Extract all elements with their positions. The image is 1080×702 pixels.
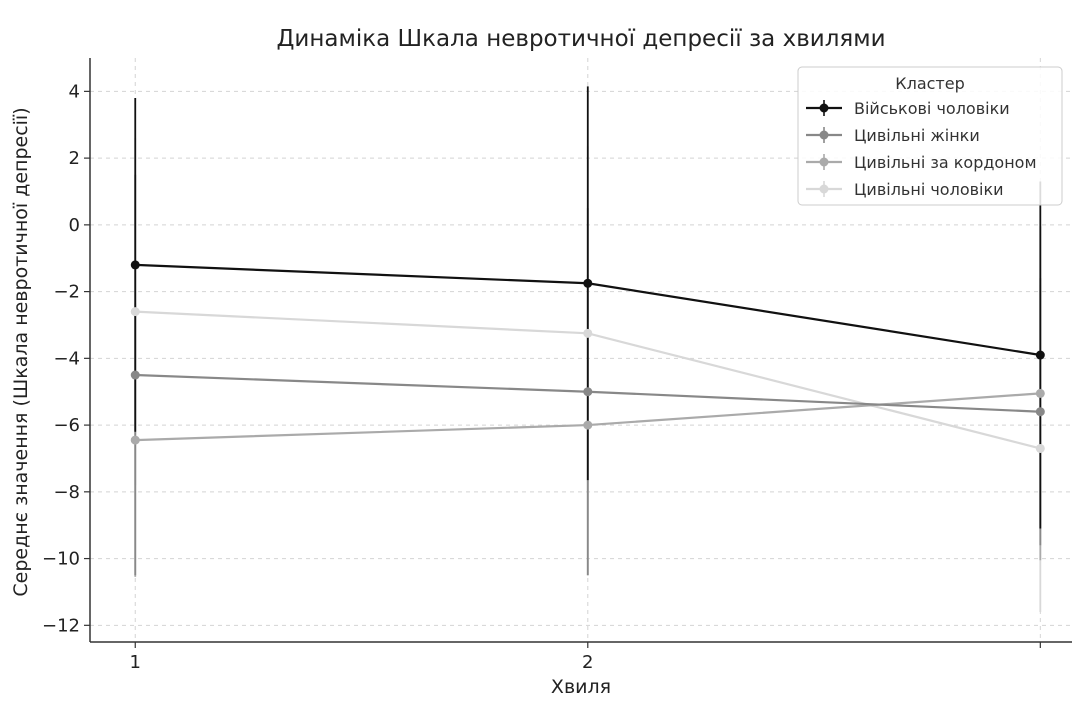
- y-tick-label: −6: [53, 415, 80, 436]
- y-tick-label: −12: [42, 615, 80, 636]
- x-tick-label: 2: [582, 652, 593, 673]
- y-tick-label: 0: [69, 215, 80, 236]
- legend-marker: [819, 157, 829, 167]
- legend: Кластер Військові чоловіки Цивільні жінки…: [797, 66, 1063, 206]
- y-tick-label: −10: [42, 549, 80, 570]
- legend-label: Військові чоловіки: [854, 99, 1010, 118]
- data-point: [583, 278, 593, 288]
- x-axis-label: Хвиля: [551, 676, 611, 698]
- data-point: [1035, 388, 1045, 398]
- data-point: [583, 328, 593, 338]
- axes: [89, 58, 1072, 643]
- legend-label: Цивільні за кордоном: [854, 153, 1037, 172]
- data-point: [1035, 443, 1045, 453]
- data-point: [130, 370, 140, 380]
- data-point: [1035, 407, 1045, 417]
- y-tick-label: −4: [53, 348, 80, 369]
- series-lines: [130, 260, 1045, 453]
- legend-marker: [819, 184, 829, 194]
- data-point: [1035, 350, 1045, 360]
- y-tick-label: 4: [69, 81, 80, 102]
- x-tick-label: 1: [130, 652, 141, 673]
- data-point: [130, 307, 140, 317]
- chart-title: Динаміка Шкала невротичної депресії за х…: [276, 26, 885, 52]
- legend-marker: [819, 130, 829, 140]
- legend-items: Військові чоловіки Цивільні жінки Цивільні…: [806, 99, 1037, 199]
- y-tick-label: −8: [53, 482, 80, 503]
- legend-label: Цивільні чоловіки: [854, 180, 1004, 199]
- y-axis-label: Середнє значення (Шкала невротичної депр…: [10, 107, 32, 596]
- data-point: [130, 435, 140, 445]
- y-tick-label: −2: [53, 282, 80, 303]
- legend-label: Цивільні жінки: [854, 126, 980, 145]
- legend-marker: [819, 103, 829, 113]
- data-point: [583, 420, 593, 430]
- data-point: [130, 260, 140, 270]
- y-tick-label: 2: [69, 148, 80, 169]
- legend-box: [797, 66, 1063, 206]
- legend-title: Кластер: [895, 74, 965, 93]
- data-point: [583, 387, 593, 397]
- tick-labels: 4 2 0 −2 −4 −6 −8 −10 −12 1 2: [42, 81, 1041, 673]
